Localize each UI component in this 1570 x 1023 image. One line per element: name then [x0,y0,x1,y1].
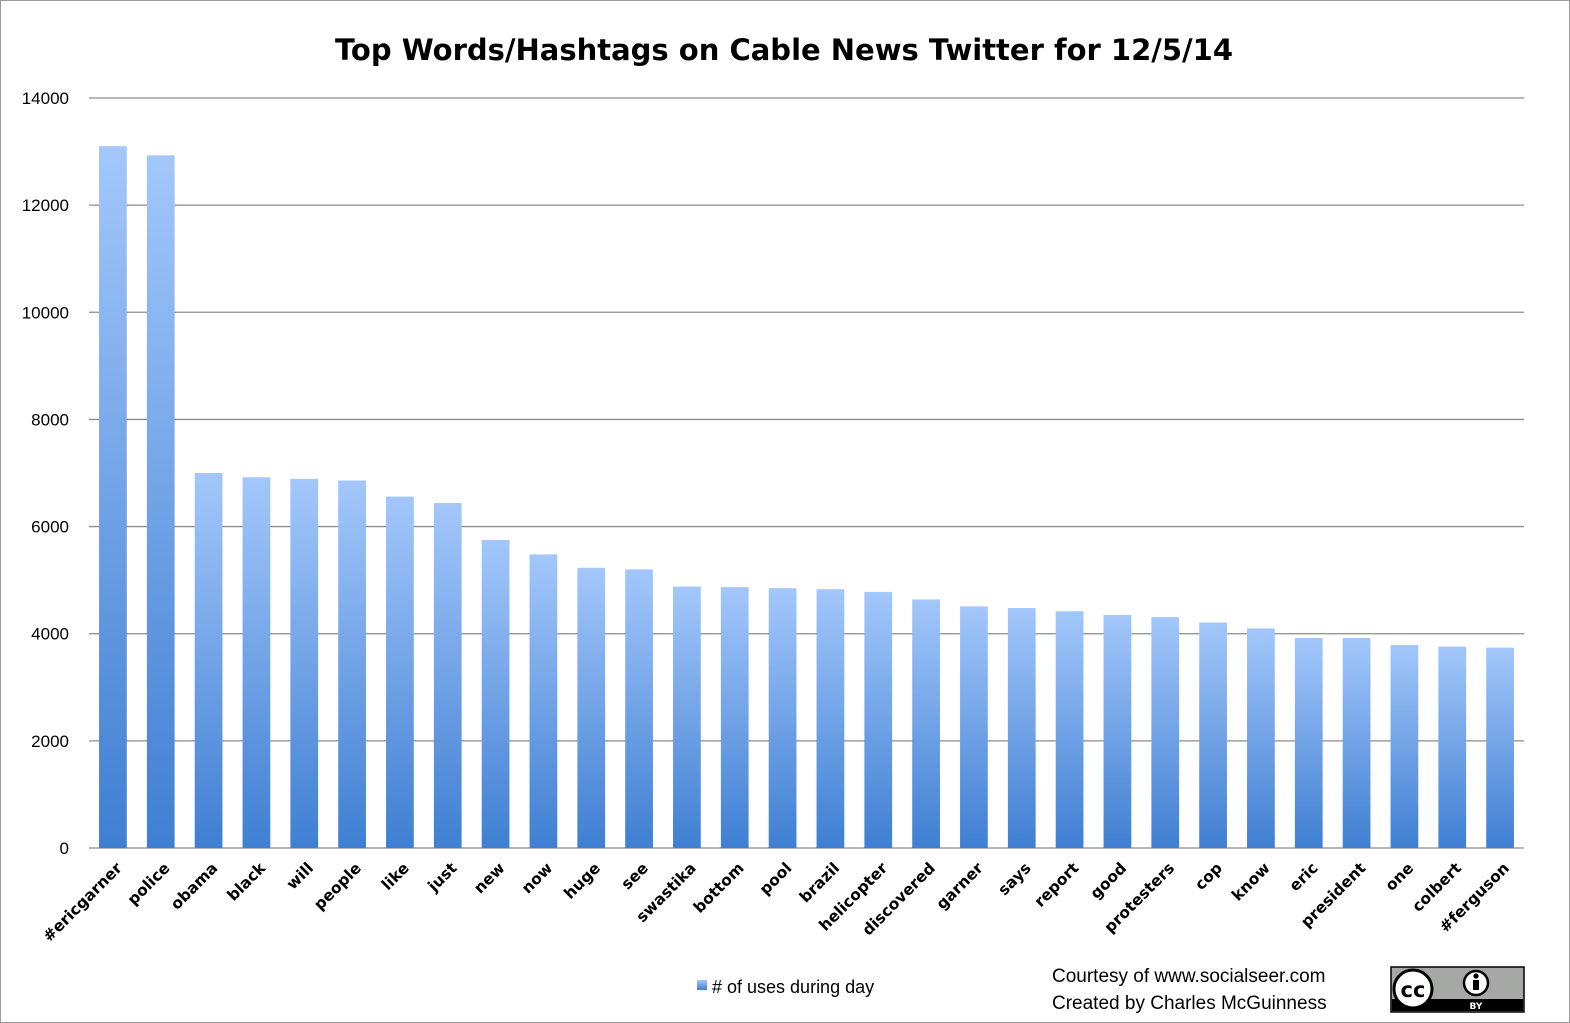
legend: # of uses during day [697,977,874,997]
bar [99,146,127,848]
credits: Courtesy of www.socialseer.com Created b… [1052,966,1327,1014]
bars [99,146,1514,849]
y-axis-tick-labels: 0 2000 4000 6000 8000 10000 12000 14000 [22,89,69,858]
x-category-label: obama [167,859,221,913]
bar [1342,638,1371,848]
chart-title: Top Words/Hashtags on Cable News Twitter… [335,33,1233,67]
bar [673,586,701,848]
gridlines [89,97,1524,849]
y-tick-label: 0 [60,839,69,858]
y-tick-label: 6000 [31,518,69,537]
bar [1007,608,1036,848]
bar [242,477,271,848]
bar [1486,647,1514,848]
bar [1438,646,1467,848]
y-tick-label: 10000 [22,303,69,322]
x-category-label: police [124,859,174,909]
y-tick-label: 2000 [31,732,69,751]
x-category-label: one [1382,859,1417,894]
bar [1103,614,1132,848]
cc-label: cc [1401,978,1426,1002]
x-category-label: see [618,859,652,893]
x-category-label: brazil [796,859,843,906]
bar [1390,644,1419,848]
x-category-label: #ericgarner [39,859,126,946]
bar [864,591,893,848]
bar [816,589,845,848]
x-category-label: good [1087,859,1130,902]
credit-line-1: Courtesy of www.socialseer.com [1052,966,1326,987]
bar [481,539,510,848]
bar [338,480,366,848]
x-category-label: says [995,859,1035,899]
x-category-label: cop [1191,859,1226,894]
bar [1294,638,1323,848]
bar [720,587,749,848]
x-category-label: pool [756,859,795,898]
y-tick-label: 4000 [31,625,69,644]
bar [1151,617,1180,848]
x-category-label: huge [560,859,604,903]
x-category-label: garner [933,859,987,913]
x-category-label: will [283,859,317,893]
y-tick-label: 12000 [22,196,69,215]
bar [290,478,319,848]
bar [386,496,414,848]
creative-commons-by-icon: cc BY [1390,966,1525,1013]
legend-swatch [697,980,707,990]
x-category-label: like [378,859,413,894]
x-category-label: eric [1286,859,1322,895]
x-category-label: just [424,859,461,896]
by-label: BY [1470,1002,1483,1012]
bar [1247,628,1275,848]
bar [433,503,462,848]
bar [529,554,558,848]
bar [577,567,606,848]
bar [768,588,797,848]
bar [625,569,653,848]
x-category-label: black [224,859,270,905]
legend-label: # of uses during day [712,977,874,997]
x-category-label: new [470,859,508,897]
bar [1055,611,1084,848]
x-category-label: know [1228,859,1273,904]
bar [960,606,988,848]
x-category-label: now [518,859,556,897]
x-category-label: people [310,859,365,914]
x-category-label: bottom [690,859,748,917]
bar [912,599,940,848]
bar [194,473,223,848]
y-tick-label: 14000 [22,89,69,108]
y-tick-label: 8000 [31,410,69,429]
bar [1199,622,1227,848]
credit-line-2: Created by Charles McGuinness [1052,993,1327,1014]
x-category-label: report [1031,859,1083,911]
bar [146,155,175,849]
